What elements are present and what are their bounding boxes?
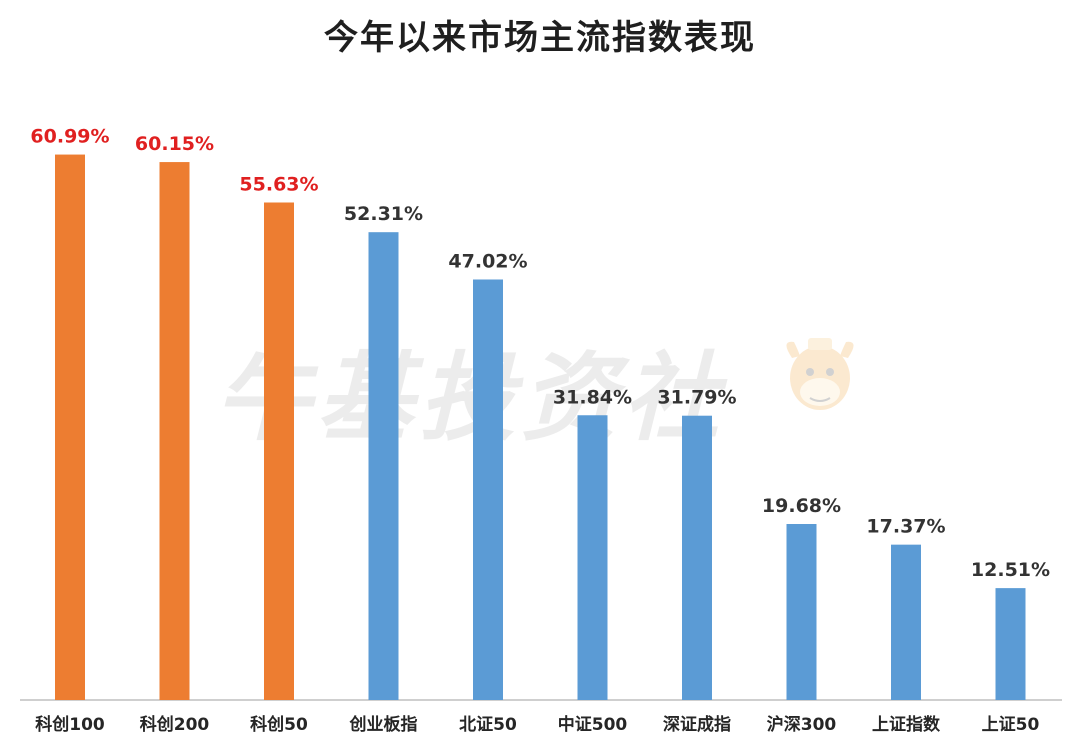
category-label-9: 上证50 xyxy=(982,715,1040,735)
bar-7 xyxy=(786,524,817,700)
chart-title: 今年以来市场主流指数表现 xyxy=(324,18,756,58)
data-label-7: 19.68% xyxy=(762,495,841,517)
category-label-3: 创业板指 xyxy=(349,714,418,735)
data-label-0: 60.99% xyxy=(30,126,109,148)
data-label-1: 60.15% xyxy=(135,133,214,155)
category-label-4: 北证50 xyxy=(459,715,517,735)
bar-6 xyxy=(682,415,712,700)
watermark-text: 牛基投资社 xyxy=(215,342,725,454)
bar-5 xyxy=(577,415,608,700)
bar-4 xyxy=(473,279,503,700)
bar-3 xyxy=(368,232,399,700)
category-label-0: 科创100 xyxy=(35,714,105,735)
data-label-9: 12.51% xyxy=(971,559,1050,581)
bar-8 xyxy=(891,544,921,700)
category-label-5: 中证500 xyxy=(558,714,628,735)
bar-0 xyxy=(55,154,85,700)
category-label-7: 沪深300 xyxy=(767,714,837,735)
data-label-3: 52.31% xyxy=(344,203,423,225)
bar-2 xyxy=(264,202,294,700)
data-label-5: 31.84% xyxy=(553,386,632,408)
data-label-2: 55.63% xyxy=(239,173,318,195)
category-label-6: 深证成指 xyxy=(663,714,731,735)
cow-mascot-icon xyxy=(786,338,854,410)
category-label-1: 科创200 xyxy=(140,714,210,735)
category-label-2: 科创50 xyxy=(250,714,308,735)
bar-1 xyxy=(159,162,190,700)
bar-9 xyxy=(995,588,1026,700)
data-label-8: 17.37% xyxy=(866,516,945,538)
data-label-6: 31.79% xyxy=(657,387,736,409)
category-label-8: 上证指数 xyxy=(872,714,941,735)
data-label-4: 47.02% xyxy=(448,250,527,272)
